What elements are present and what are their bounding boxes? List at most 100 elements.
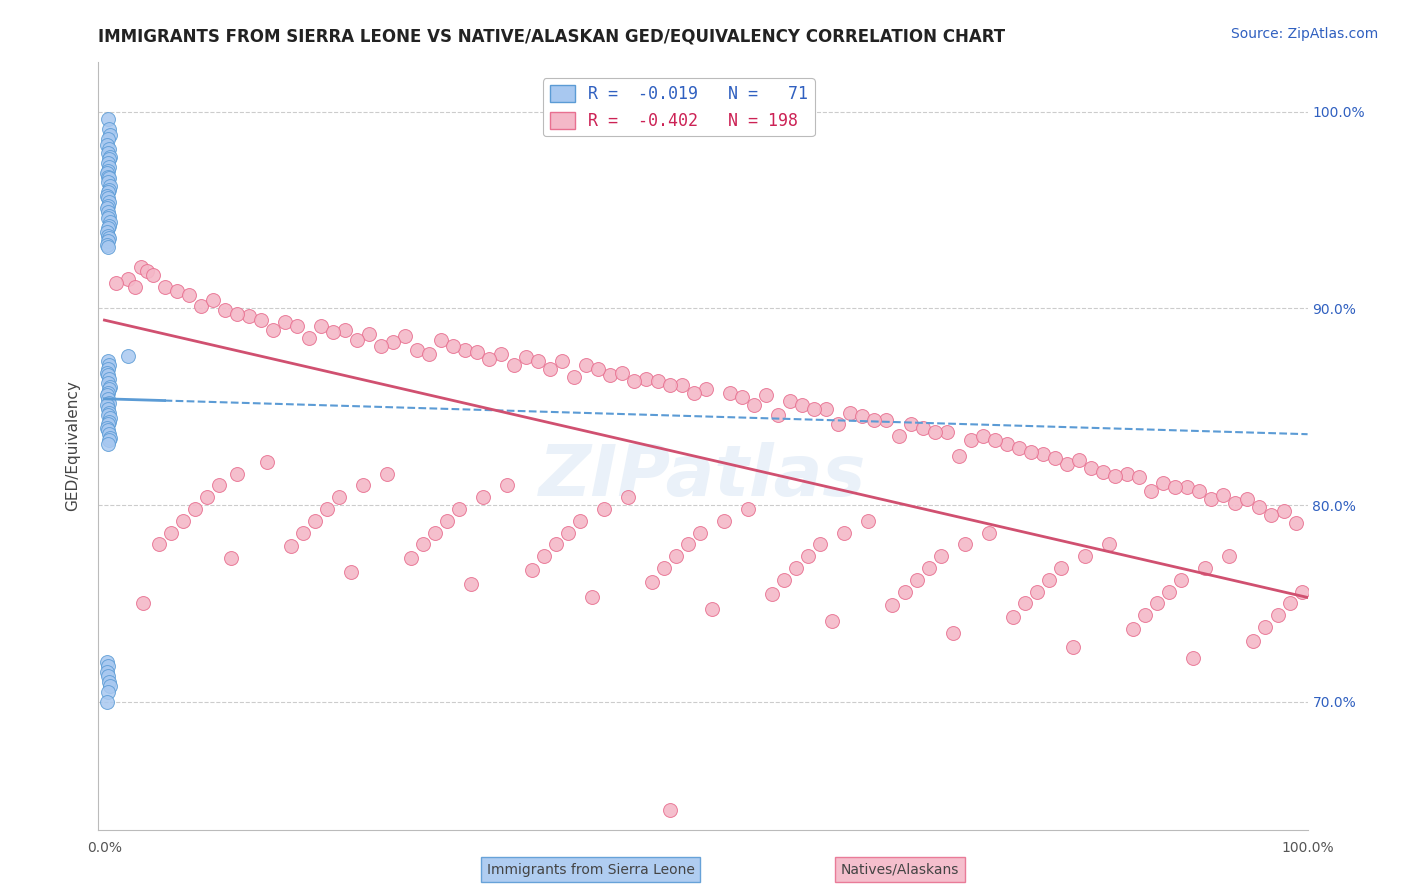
Point: [785, 561, 807, 575]
Point: [1194, 561, 1216, 575]
Point: [238, 309, 260, 323]
Point: [399, 551, 422, 566]
Point: [1159, 584, 1181, 599]
Point: [1249, 500, 1271, 514]
Point: [97, 205, 120, 219]
Point: [617, 490, 640, 504]
Point: [97, 155, 120, 169]
Point: [917, 561, 939, 575]
Point: [97, 354, 120, 368]
Point: [98, 183, 121, 197]
Point: [333, 323, 356, 337]
Point: [592, 502, 614, 516]
Point: [225, 307, 247, 321]
Point: [658, 378, 681, 392]
Point: [105, 276, 128, 290]
Point: [280, 539, 302, 553]
Point: [436, 514, 458, 528]
Point: [309, 318, 332, 333]
Point: [135, 264, 157, 278]
Point: [562, 370, 585, 384]
Point: [623, 374, 645, 388]
Point: [98, 359, 121, 373]
Point: [460, 576, 482, 591]
Point: [1254, 620, 1277, 634]
Point: [100, 215, 122, 229]
Point: [98, 406, 121, 420]
Point: [98, 171, 121, 186]
Point: [882, 599, 904, 613]
Point: [98, 675, 121, 690]
Point: [98, 142, 121, 156]
Point: [1241, 633, 1264, 648]
Point: [219, 551, 242, 566]
Point: [97, 169, 120, 184]
Point: [322, 325, 344, 339]
Point: [183, 502, 205, 516]
Point: [412, 537, 434, 551]
Point: [430, 333, 453, 347]
Point: [972, 429, 994, 443]
Point: [124, 279, 146, 293]
Legend: R =  -0.019   N =   71, R =  -0.402   N = 198: R = -0.019 N = 71, R = -0.402 N = 198: [543, 78, 814, 136]
Point: [153, 279, 176, 293]
Point: [1236, 492, 1258, 507]
Point: [472, 490, 495, 504]
Point: [1284, 516, 1306, 530]
Point: [467, 344, 489, 359]
Point: [97, 376, 120, 390]
Point: [98, 372, 121, 386]
Point: [1201, 492, 1223, 507]
Point: [98, 122, 121, 136]
Point: [96, 398, 118, 412]
Point: [352, 478, 374, 492]
Point: [97, 385, 120, 400]
Point: [98, 427, 121, 442]
Point: [948, 449, 970, 463]
Point: [96, 238, 118, 252]
Point: [1218, 549, 1240, 563]
Text: Immigrants from Sierra Leone: Immigrants from Sierra Leone: [486, 863, 695, 877]
Point: [1104, 468, 1126, 483]
Point: [713, 514, 735, 528]
Point: [1122, 622, 1144, 636]
Point: [97, 132, 120, 146]
Point: [394, 329, 416, 343]
Point: [166, 284, 188, 298]
Point: [98, 433, 121, 447]
Point: [533, 549, 555, 563]
Point: [375, 467, 398, 481]
Point: [1225, 496, 1247, 510]
Point: [1014, 596, 1036, 610]
Point: [1098, 537, 1121, 551]
Point: [96, 421, 118, 435]
Point: [924, 425, 946, 440]
Point: [97, 186, 120, 200]
Point: [98, 219, 121, 233]
Point: [201, 293, 224, 308]
Point: [911, 421, 934, 435]
Point: [1140, 484, 1163, 499]
Point: [1074, 549, 1097, 563]
Point: [250, 313, 273, 327]
Point: [815, 401, 838, 416]
Point: [291, 525, 314, 540]
Point: [406, 343, 429, 357]
Point: [97, 368, 120, 383]
Point: [98, 416, 121, 430]
Point: [256, 455, 278, 469]
Point: [827, 417, 849, 432]
Point: [575, 359, 598, 373]
Point: [96, 656, 118, 670]
Point: [298, 331, 321, 345]
Point: [599, 368, 621, 383]
Point: [1056, 457, 1078, 471]
Point: [718, 385, 741, 400]
Point: [755, 388, 778, 402]
Point: [658, 803, 681, 817]
Point: [797, 549, 820, 563]
Point: [1038, 573, 1060, 587]
Point: [875, 413, 897, 427]
Point: [148, 537, 170, 551]
Point: [1272, 504, 1295, 518]
